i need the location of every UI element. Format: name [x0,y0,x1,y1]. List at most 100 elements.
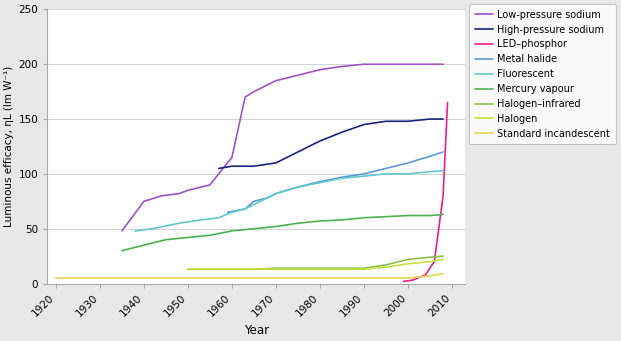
Line: Metal halide: Metal halide [227,152,443,212]
Fluorescent [132,229,139,233]
High-pressure sodium [404,119,412,123]
Halogen [250,267,258,271]
Halogen–infrared [228,267,235,271]
Fluorescent [426,169,433,174]
Mercury vapour [294,221,302,225]
Fluorescent [316,181,324,185]
LED–phosphor [440,194,447,198]
Halogen [440,257,447,262]
Low-pressure sodium [228,155,235,160]
Metal halide [294,185,302,189]
Mercury vapour [184,235,192,239]
Low-pressure sodium [404,62,412,66]
High-pressure sodium [272,161,279,165]
Halogen [184,267,192,271]
High-pressure sodium [360,122,368,127]
Fluorescent [228,210,235,214]
Fluorescent [175,221,183,225]
Halogen–infrared [184,267,192,271]
Standard incandescent [96,276,104,280]
Mercury vapour [272,224,279,228]
LED–phosphor [409,278,416,282]
Line: Halogen: Halogen [188,260,443,269]
Metal halide [338,175,346,179]
Low-pressure sodium [140,199,148,203]
Low-pressure sodium [316,68,324,72]
Low-pressure sodium [184,188,192,192]
Halogen–infrared [426,255,433,259]
Standard incandescent [272,276,279,280]
Fluorescent [360,174,368,178]
Metal halide [316,179,324,183]
Low-pressure sodium [382,62,389,66]
LED–phosphor [444,101,451,105]
Fluorescent [272,192,279,196]
Low-pressure sodium [250,90,258,94]
Line: Mercury vapour: Mercury vapour [122,214,443,251]
Fluorescent [197,218,205,222]
Halogen [206,267,214,271]
Mercury vapour [382,214,389,219]
Line: Low-pressure sodium: Low-pressure sodium [122,64,443,231]
Mercury vapour [316,219,324,223]
Halogen–infrared [250,267,258,271]
Mercury vapour [228,229,235,233]
Metal halide [272,192,279,196]
Mercury vapour [206,233,214,237]
Standard incandescent [52,276,60,280]
Mercury vapour [140,243,148,247]
Standard incandescent [426,274,433,278]
Fluorescent [215,216,222,220]
Standard incandescent [360,276,368,280]
Mercury vapour [162,238,170,242]
Line: High-pressure sodium: High-pressure sodium [219,119,443,168]
Standard incandescent [140,276,148,280]
Metal halide [404,161,412,165]
Low-pressure sodium [294,73,302,77]
Fluorescent [294,185,302,189]
High-pressure sodium [440,117,447,121]
Halogen–infrared [316,266,324,270]
Metal halide [250,199,258,203]
Halogen–infrared [360,266,368,270]
High-pressure sodium [242,164,249,168]
Metal halide [382,166,389,170]
Standard incandescent [228,276,235,280]
Mercury vapour [118,249,125,253]
Standard incandescent [316,276,324,280]
Standard incandescent [440,272,447,276]
Fluorescent [242,207,249,211]
Mercury vapour [250,227,258,231]
Low-pressure sodium [175,192,183,196]
Low-pressure sodium [272,79,279,83]
Standard incandescent [184,276,192,280]
Mercury vapour [440,212,447,217]
Halogen–infrared [382,263,389,267]
Metal halide [426,154,433,158]
High-pressure sodium [228,164,235,168]
LED–phosphor [430,260,438,264]
Metal halide [242,207,249,211]
High-pressure sodium [382,119,389,123]
LED–phosphor [422,273,429,277]
Low-pressure sodium [338,64,346,69]
High-pressure sodium [316,139,324,143]
Fluorescent [382,172,389,176]
High-pressure sodium [215,166,222,170]
Mercury vapour [360,216,368,220]
Fluorescent [263,196,271,200]
Legend: Low-pressure sodium, High-pressure sodium, LED–phosphor, Metal halide, Fluoresce: Low-pressure sodium, High-pressure sodiu… [469,4,616,145]
Halogen [272,267,279,271]
Metal halide [440,150,447,154]
Standard incandescent [74,276,81,280]
Low-pressure sodium [206,183,214,187]
Metal halide [263,196,271,200]
Halogen [228,267,235,271]
Low-pressure sodium [158,194,165,198]
High-pressure sodium [294,150,302,154]
Low-pressure sodium [440,62,447,66]
Line: Fluorescent: Fluorescent [135,170,443,231]
Halogen [360,267,368,271]
Halogen–infrared [404,257,412,262]
Low-pressure sodium [242,95,249,99]
